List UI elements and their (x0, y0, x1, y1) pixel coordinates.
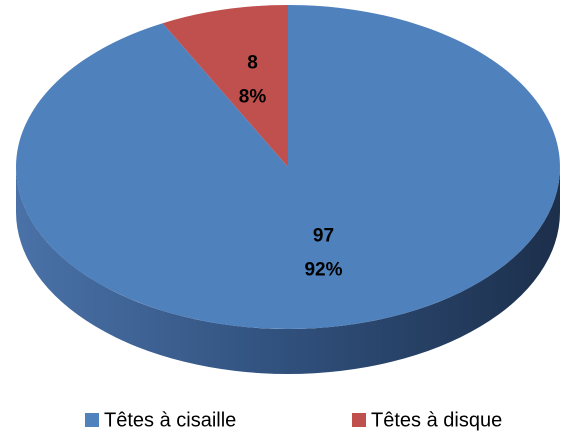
percent-label: 8% (239, 86, 267, 107)
percent-label: 92% (304, 260, 342, 281)
data-label: 8 (247, 52, 258, 73)
pie-side (16, 167, 560, 374)
data-label: 97 (313, 226, 334, 247)
legend-label: Têtes à disque (371, 409, 502, 431)
pie-slice (15, 5, 560, 330)
legend-label: Têtes à cisaille (104, 409, 236, 431)
legend-swatch (352, 413, 366, 427)
legend-swatch (85, 413, 99, 427)
pie-slice (162, 5, 288, 167)
